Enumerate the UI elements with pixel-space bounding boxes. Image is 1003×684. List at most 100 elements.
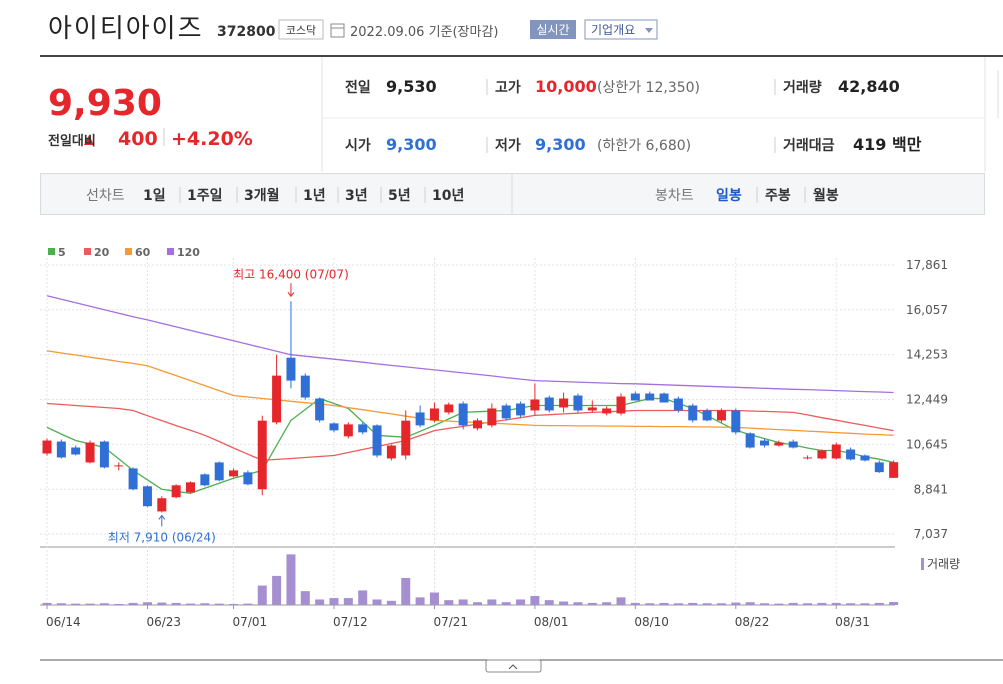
volume-bar: [530, 595, 540, 605]
volume-bar: [200, 603, 210, 605]
volume-bar: [415, 597, 425, 605]
volume-bar: [272, 575, 282, 605]
period-tab[interactable]: 5년: [388, 188, 411, 204]
info-value: 9,300: [535, 135, 586, 154]
info-value: 9,530: [386, 77, 437, 96]
volume-bar: [243, 603, 253, 605]
candle-body: [42, 440, 52, 454]
legend-swatch: [167, 248, 174, 255]
volume-bar: [788, 602, 798, 605]
volume-bar: [99, 603, 109, 605]
volume-bar: [673, 603, 683, 605]
volume-bar: [487, 599, 497, 605]
period-tab[interactable]: 일봉: [716, 188, 742, 204]
overview-button[interactable]: [584, 19, 658, 40]
candle-body: [731, 410, 741, 433]
change-value: 400: [118, 128, 158, 150]
period-tab[interactable]: 1년: [303, 188, 326, 204]
volume-bar: [42, 602, 52, 605]
volume-bar: [760, 603, 769, 605]
volume-bar: [401, 577, 411, 605]
info-label: 시가: [345, 138, 371, 154]
candle-body: [659, 393, 669, 403]
candle-body: [788, 441, 798, 448]
candle-body: [702, 410, 712, 421]
period-tab[interactable]: 주봉: [765, 188, 791, 204]
candle-body: [587, 407, 597, 411]
x-tick-label: 06/14: [46, 615, 81, 629]
candle-body: [745, 433, 755, 448]
volume-bar: [645, 603, 655, 605]
realtime-label[interactable]: 실시간: [536, 23, 569, 37]
candle-body: [616, 396, 626, 414]
stock-code: 372800: [217, 24, 276, 40]
candle-body: [171, 485, 181, 498]
volume-bar: [300, 591, 310, 605]
candle-body: [602, 408, 612, 414]
volume-bar: [501, 602, 511, 605]
volume-bar: [774, 603, 784, 605]
info-value: 9,300: [386, 135, 437, 154]
info-value: 42,840: [838, 77, 900, 96]
x-tick-label: 08/31: [835, 615, 870, 629]
change-label: 전일대비: [48, 133, 96, 149]
legend-swatch: [84, 248, 91, 255]
volume-bar: [372, 599, 382, 605]
candle-body: [889, 462, 899, 478]
calendar-icon: [330, 23, 345, 38]
y-tick-label: 12,449: [906, 393, 948, 407]
x-tick-label: 08/10: [634, 615, 669, 629]
candle-body: [99, 441, 109, 468]
candle-body: [760, 440, 769, 446]
volume-bar: [688, 602, 698, 605]
candle-body: [673, 398, 683, 411]
moving-average-line: [46, 350, 894, 436]
candle-body: [142, 486, 152, 507]
info-label: 고가: [495, 80, 521, 96]
stock-name: 아이티아이즈: [48, 14, 204, 44]
realtime-button[interactable]: [530, 20, 576, 39]
y-tick-label: 7,037: [914, 527, 948, 541]
x-tick-label: 06/23: [146, 615, 181, 629]
change-percent: +4.20%: [171, 128, 253, 150]
info-value: 419 백만: [853, 135, 922, 154]
period-tab[interactable]: 10년: [432, 188, 464, 204]
period-tab[interactable]: 월봉: [813, 187, 839, 204]
volume-bar: [315, 599, 325, 605]
candle-body: [200, 474, 210, 486]
volume-bar: [85, 603, 95, 605]
candle-body: [817, 450, 827, 459]
info-label: 전일: [345, 79, 371, 96]
overview-label[interactable]: 기업개요: [591, 23, 635, 37]
annotation: 최고 16,400 (07/07): [233, 267, 349, 281]
volume-bar: [171, 602, 181, 605]
info-label: 거래대금: [783, 138, 835, 154]
candle-body: [372, 425, 382, 456]
candle-body: [214, 462, 224, 481]
period-tab[interactable]: 3년: [345, 188, 368, 204]
volume-bar: [229, 603, 239, 605]
candle-body: [272, 375, 282, 423]
volume-bar: [429, 592, 439, 605]
volume-bar: [114, 603, 124, 605]
volume-bar: [616, 597, 626, 605]
candle-body: [358, 424, 368, 433]
x-tick-label: 08/22: [735, 615, 770, 629]
collapse-icon: [508, 664, 518, 670]
volume-bar: [343, 598, 353, 605]
candle-body: [157, 498, 167, 512]
x-tick-label: 07/01: [233, 615, 268, 629]
candle-body: [429, 408, 439, 421]
period-tab[interactable]: 1일: [143, 188, 166, 204]
period-tab[interactable]: 3개월: [244, 187, 280, 204]
tab-group-label: 봉차트: [655, 188, 694, 204]
volume-bar: [874, 602, 884, 605]
y-tick-label: 14,253: [906, 348, 948, 362]
period-tab[interactable]: 1주일: [187, 188, 223, 204]
candle-body: [401, 420, 411, 456]
candle-body: [444, 404, 454, 413]
candle-body: [243, 472, 253, 485]
info-label: 저가: [495, 138, 521, 154]
candle-body: [630, 393, 640, 401]
